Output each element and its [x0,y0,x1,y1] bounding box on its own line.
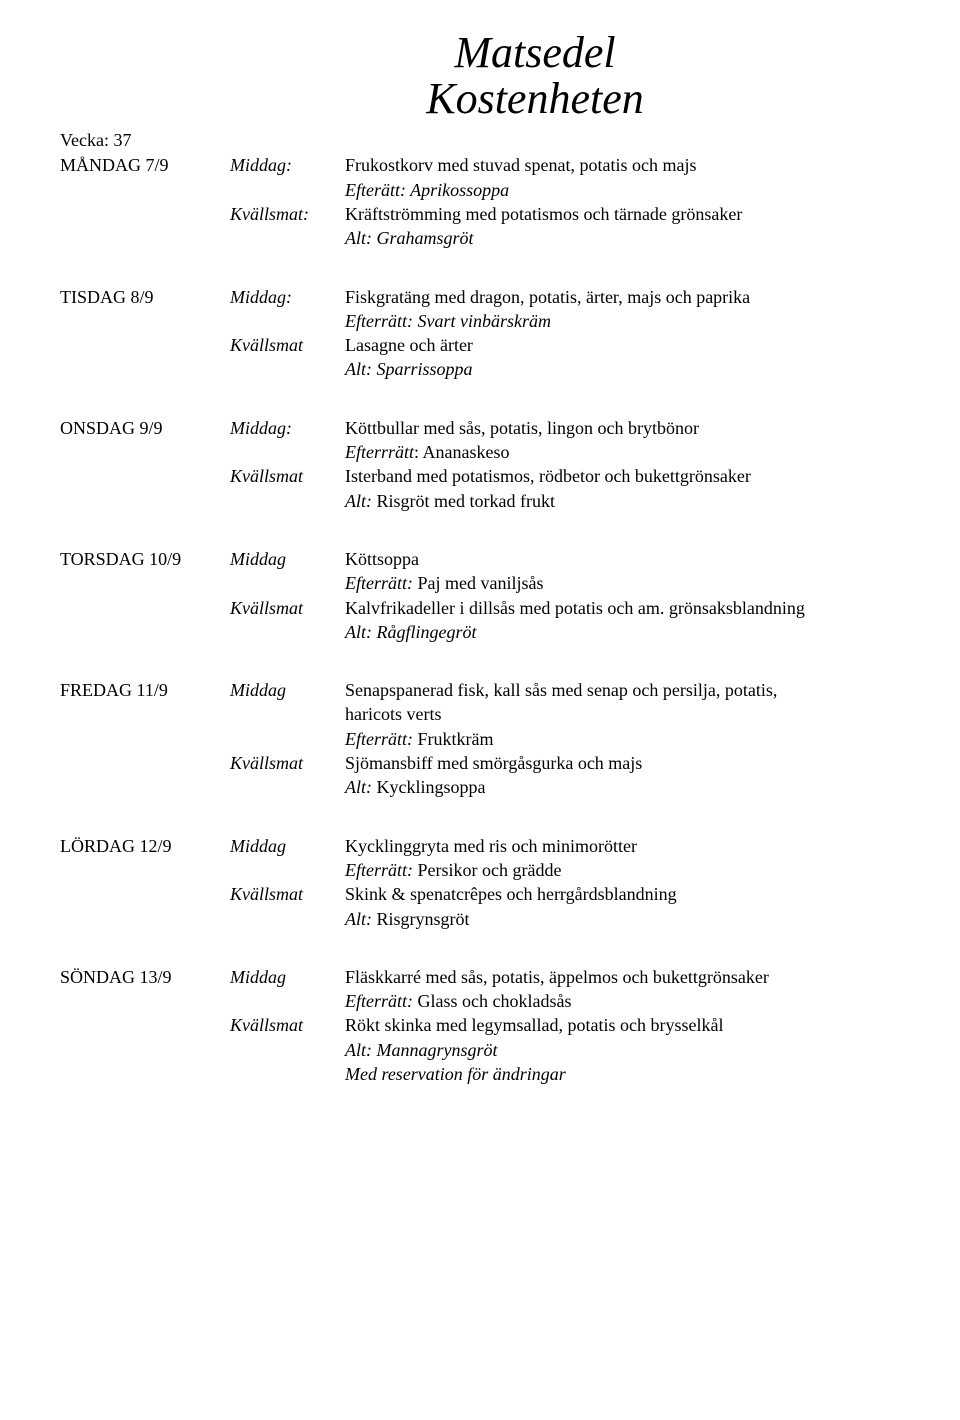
meal-label: Kvällsmat [230,1013,345,1037]
week-label: Vecka: 37 [60,130,900,151]
after-prefix: Efterrätt: [345,991,413,1011]
alt-rest: Kycklingsoppa [372,777,485,797]
day-name: SÖNDAG 13/9 [60,965,230,989]
meal-main: Kycklinggryta med ris och minimorötter [345,834,900,858]
after-rest: Persikor och grädde [413,860,561,880]
footer-note: Med reservation för ändringar [345,1062,900,1086]
day-name: LÖRDAG 12/9 [60,834,230,858]
day-tuesday: TISDAG 8/9 Middag: Fiskgratäng med drago… [60,285,900,382]
meal-label: Middag [230,965,345,989]
meal-label: Kvällsmat: [230,202,345,226]
title-line-2: Kostenheten [170,76,900,122]
meal-alt: Alt: Risgrynsgröt [345,907,900,931]
after-prefix: Efterrätt: [345,860,413,880]
meal-after: Efterrätt: Svart vinbärskräm [345,309,900,333]
alt-prefix: Alt: [345,909,372,929]
after-rest: Glass och chokladsås [413,991,571,1011]
after-prefix: Efterrätt: [345,573,413,593]
meal-main: Isterband med potatismos, rödbetor och b… [345,464,900,488]
day-saturday: LÖRDAG 12/9 Middag Kycklinggryta med ris… [60,834,900,931]
day-name: TISDAG 8/9 [60,285,230,309]
meal-alt: Alt: Sparrissoppa [345,357,900,381]
meal-label: Kvällsmat [230,751,345,775]
alt-prefix: Alt: [345,777,372,797]
alt-rest: Risgröt med torkad frukt [372,491,555,511]
alt-prefix: Alt: [345,491,372,511]
meal-label: Kvällsmat [230,333,345,357]
meal-main: Frukostkorv med stuvad spenat, potatis o… [345,153,900,177]
meal-alt: Alt: Risgröt med torkad frukt [345,489,900,513]
day-monday: MÅNDAG 7/9 Middag: Frukostkorv med stuva… [60,153,900,250]
meal-main: Senapspanerad fisk, kall sås med senap o… [345,678,900,702]
meal-after: Efterrätt: Persikor och grädde [345,858,900,882]
meal-main: Rökt skinka med legymsallad, potatis och… [345,1013,900,1037]
title-line-1: Matsedel [170,30,900,76]
meal-main: Köttsoppa [345,547,900,571]
meal-alt: Alt: Grahamsgröt [345,226,900,250]
meal-after: Efterrätt: Fruktkräm [345,727,900,751]
meal-label: Kvällsmat [230,882,345,906]
meal-label: Middag: [230,153,345,177]
meal-main: Skink & spenatcrêpes och herrgårdsblandn… [345,882,900,906]
day-wednesday: ONSDAG 9/9 Middag: Köttbullar med sås, p… [60,416,900,513]
meal-after: Efterrätt: Paj med vaniljsås [345,571,900,595]
day-sunday: SÖNDAG 13/9 Middag Fläskkarré med sås, p… [60,965,900,1086]
meal-main: Kräftströmming med potatismos och tärnad… [345,202,900,226]
meal-label: Kvällsmat [230,464,345,488]
meal-main: Fiskgratäng med dragon, potatis, ärter, … [345,285,900,309]
meal-label: Middag [230,547,345,571]
meal-main-2: haricots verts [345,702,900,726]
day-name: ONSDAG 9/9 [60,416,230,440]
meal-label: Kvällsmat [230,596,345,620]
meal-label: Middag [230,678,345,702]
day-friday: FREDAG 11/9 Middag Senapspanerad fisk, k… [60,678,900,799]
meal-after: Efterätt: Aprikossoppa [345,178,900,202]
day-name: TORSDAG 10/9 [60,547,230,571]
meal-after: Efterrätt: Glass och chokladsås [345,989,900,1013]
meal-main: Lasagne och ärter [345,333,900,357]
meal-label: Middag: [230,285,345,309]
day-name: MÅNDAG 7/9 [60,153,230,177]
after-rest: : Ananaskeso [414,442,509,462]
alt-rest: Risgrynsgröt [372,909,470,929]
after-rest: Paj med vaniljsås [413,573,543,593]
meal-alt: Alt: Rågflingegröt [345,620,900,644]
after-rest: Fruktkräm [413,729,494,749]
day-thursday: TORSDAG 10/9 Middag Köttsoppa Efterrätt:… [60,547,900,644]
meal-alt: Alt: Kycklingsoppa [345,775,900,799]
title-block: Matsedel Kostenheten [170,30,900,122]
meal-label: Middag: [230,416,345,440]
meal-main: Sjömansbiff med smörgåsgurka och majs [345,751,900,775]
after-prefix: Efterrätt: [345,729,413,749]
after-prefix: Efterrrätt [345,442,414,462]
meal-after: Efterrrätt: Ananaskeso [345,440,900,464]
meal-main: Fläskkarré med sås, potatis, äppelmos oc… [345,965,900,989]
meal-main: Kalvfrikadeller i dillsås med potatis oc… [345,596,900,620]
meal-alt: Alt: Mannagrynsgröt [345,1038,900,1062]
meal-main: Köttbullar med sås, potatis, lingon och … [345,416,900,440]
meal-label: Middag [230,834,345,858]
day-name: FREDAG 11/9 [60,678,230,702]
